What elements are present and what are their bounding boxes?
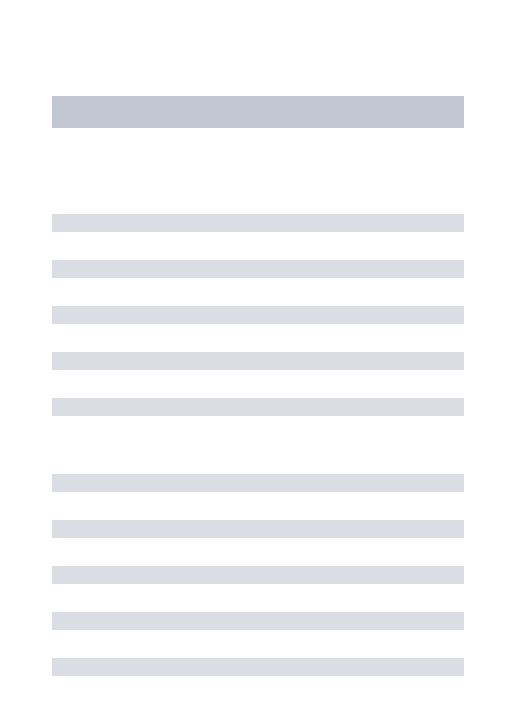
skeleton-line	[52, 566, 464, 584]
skeleton-line	[52, 520, 464, 538]
group-gap	[52, 444, 464, 474]
skeleton-line	[52, 612, 464, 630]
skeleton-line	[52, 352, 464, 370]
header-skeleton-bar	[52, 96, 464, 128]
skeleton-line	[52, 260, 464, 278]
skeleton-line	[52, 306, 464, 324]
skeleton-line	[52, 214, 464, 232]
skeleton-line	[52, 474, 464, 492]
skeleton-line	[52, 658, 464, 676]
skeleton-line	[52, 398, 464, 416]
skeleton-container	[0, 0, 516, 676]
